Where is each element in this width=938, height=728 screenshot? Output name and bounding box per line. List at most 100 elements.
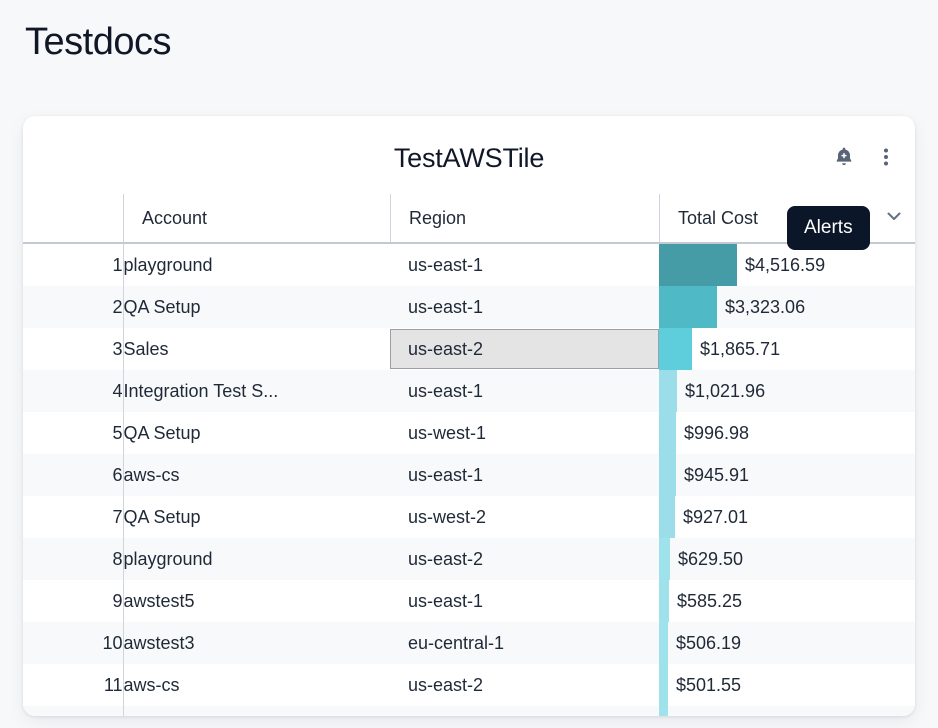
region-cell[interactable]: us-west-2 xyxy=(390,496,659,538)
table-row[interactable]: 4 Integration Test S... us-east-1 $1,021.96 xyxy=(23,370,915,412)
total-cost-cell[interactable]: $501.55 xyxy=(659,664,915,706)
total-cost-cell[interactable]: $506.19 xyxy=(659,622,915,664)
cost-value-label: $996.98 xyxy=(684,422,750,443)
cost-bar xyxy=(659,328,692,370)
region-cell-selected[interactable]: us-east-2 xyxy=(390,328,659,370)
account-cell[interactable] xyxy=(123,706,390,716)
row-index-cell: 2 xyxy=(23,286,124,328)
row-index-cell: 5 xyxy=(23,412,124,454)
column-header-total-cost-label: Total Cost xyxy=(678,207,759,228)
add-alert-button[interactable] xyxy=(830,144,858,172)
chevron-down-icon[interactable] xyxy=(883,205,905,232)
table-body: 1 playground us-east-1 $4,516.59 2 QA Setup us… xyxy=(23,243,915,716)
total-cost-cell[interactable] xyxy=(659,706,915,716)
account-cell[interactable]: Integration Test S... xyxy=(123,370,390,412)
region-cell[interactable]: eu-central-1 xyxy=(390,622,659,664)
region-cell-value xyxy=(390,706,659,716)
account-cell[interactable]: QA Setup xyxy=(123,286,390,328)
table-row[interactable]: 5 QA Setup us-west-1 $996.98 xyxy=(23,412,915,454)
region-cell[interactable]: us-east-1 xyxy=(390,370,659,412)
cost-value-label: $506.19 xyxy=(676,632,742,653)
total-cost-cell[interactable]: $945.91 xyxy=(659,454,915,496)
cost-bar xyxy=(659,454,676,496)
row-index-cell: 12 xyxy=(23,706,124,716)
vertical-dots-icon xyxy=(876,146,896,171)
cost-value-label: $1,021.96 xyxy=(685,380,766,401)
table-row[interactable]: 6 aws-cs us-east-1 $945.91 xyxy=(23,454,915,496)
cost-value-label: $1,865.71 xyxy=(700,338,781,359)
row-index-cell: 3 xyxy=(23,328,124,370)
total-cost-cell[interactable]: $996.98 xyxy=(659,412,915,454)
cost-wrap: $996.98 xyxy=(659,412,915,454)
account-cell[interactable]: aws-cs xyxy=(123,664,390,706)
account-cell[interactable]: playground xyxy=(123,538,390,580)
total-cost-cell[interactable]: $4,516.59 xyxy=(659,243,915,286)
cost-table: Account Region Total Cost xyxy=(23,194,915,716)
region-cell[interactable]: us-east-1 xyxy=(390,580,659,622)
account-cell[interactable]: awstest3 xyxy=(123,622,390,664)
account-cell[interactable]: aws-cs xyxy=(123,454,390,496)
cost-bar xyxy=(659,496,675,538)
account-cell[interactable]: QA Setup xyxy=(123,412,390,454)
row-index-cell: 1 xyxy=(23,243,124,286)
tile-title: TestAWSTile xyxy=(393,143,545,173)
table-row[interactable]: 8 playground us-east-2 $629.50 xyxy=(23,538,915,580)
account-cell[interactable]: Sales xyxy=(123,328,390,370)
row-index-cell: 7 xyxy=(23,496,124,538)
total-cost-cell[interactable]: $3,323.06 xyxy=(659,286,915,328)
column-header-account[interactable]: Account xyxy=(123,194,390,244)
table-row[interactable]: 9 awstest5 us-east-1 $585.25 xyxy=(23,580,915,622)
cost-value-label: $501.55 xyxy=(676,674,742,695)
cost-wrap: $506.19 xyxy=(659,622,915,664)
account-cell[interactable]: QA Setup xyxy=(123,496,390,538)
region-cell[interactable]: us-east-2 xyxy=(390,664,659,706)
row-index-cell: 6 xyxy=(23,454,124,496)
table-row[interactable]: 7 QA Setup us-west-2 $927.01 xyxy=(23,496,915,538)
cost-wrap: $4,516.59 xyxy=(659,244,915,286)
tile-header: TestAWSTile xyxy=(23,116,915,194)
cost-bar xyxy=(659,286,717,328)
cost-wrap: $1,021.96 xyxy=(659,370,915,412)
table-row[interactable]: 12 xyxy=(23,706,915,716)
cost-bar xyxy=(659,538,670,580)
cost-wrap: $927.01 xyxy=(659,496,915,538)
cost-wrap: $585.25 xyxy=(659,580,915,622)
cost-wrap: $3,323.06 xyxy=(659,286,915,328)
total-cost-cell[interactable]: $629.50 xyxy=(659,538,915,580)
total-cost-cell[interactable]: $1,865.71 xyxy=(659,328,915,370)
region-cell[interactable]: us-east-1 xyxy=(390,454,659,496)
account-cell[interactable]: awstest5 xyxy=(123,580,390,622)
cost-wrap xyxy=(659,706,915,716)
cost-wrap: $629.50 xyxy=(659,538,915,580)
column-header-region-label: Region xyxy=(409,207,467,228)
total-cost-cell[interactable]: $1,021.96 xyxy=(659,370,915,412)
table-row[interactable]: 1 playground us-east-1 $4,516.59 xyxy=(23,243,915,286)
region-cell[interactable]: us-west-1 xyxy=(390,412,659,454)
column-header-region[interactable]: Region xyxy=(390,194,659,244)
table-row[interactable]: 3 Sales us-east-2 $1,865.71 xyxy=(23,328,915,370)
tile-header-actions xyxy=(830,144,900,172)
cost-value-label: $3,323.06 xyxy=(725,296,806,317)
row-index-cell: 10 xyxy=(23,622,124,664)
account-cell[interactable]: playground xyxy=(123,243,390,286)
column-header-index[interactable] xyxy=(23,194,123,244)
region-cell-value: us-west-2 xyxy=(408,506,487,527)
cost-wrap: $1,865.71 xyxy=(659,328,915,370)
page-title: Testdocs xyxy=(25,21,171,63)
region-cell-value: us-east-1 xyxy=(408,296,484,317)
table-row[interactable]: 10 awstest3 eu-central-1 $506.19 xyxy=(23,622,915,664)
bell-plus-icon xyxy=(832,145,856,172)
total-cost-cell[interactable]: $927.01 xyxy=(659,496,915,538)
region-cell[interactable]: us-east-2 xyxy=(390,538,659,580)
total-cost-cell[interactable]: $585.25 xyxy=(659,580,915,622)
table-row[interactable]: 2 QA Setup us-east-1 $3,323.06 xyxy=(23,286,915,328)
table-row[interactable]: 11 aws-cs us-east-2 $501.55 xyxy=(23,664,915,706)
more-options-button[interactable] xyxy=(872,144,900,172)
region-cell-value: us-east-2 xyxy=(390,329,659,369)
row-index-cell: 9 xyxy=(23,580,124,622)
region-cell[interactable]: us-east-1 xyxy=(390,243,659,286)
row-index-cell: 4 xyxy=(23,370,124,412)
region-cell[interactable]: us-east-1 xyxy=(390,286,659,328)
column-header-total-cost[interactable]: Total Cost xyxy=(659,194,915,244)
region-cell[interactable] xyxy=(390,706,659,716)
